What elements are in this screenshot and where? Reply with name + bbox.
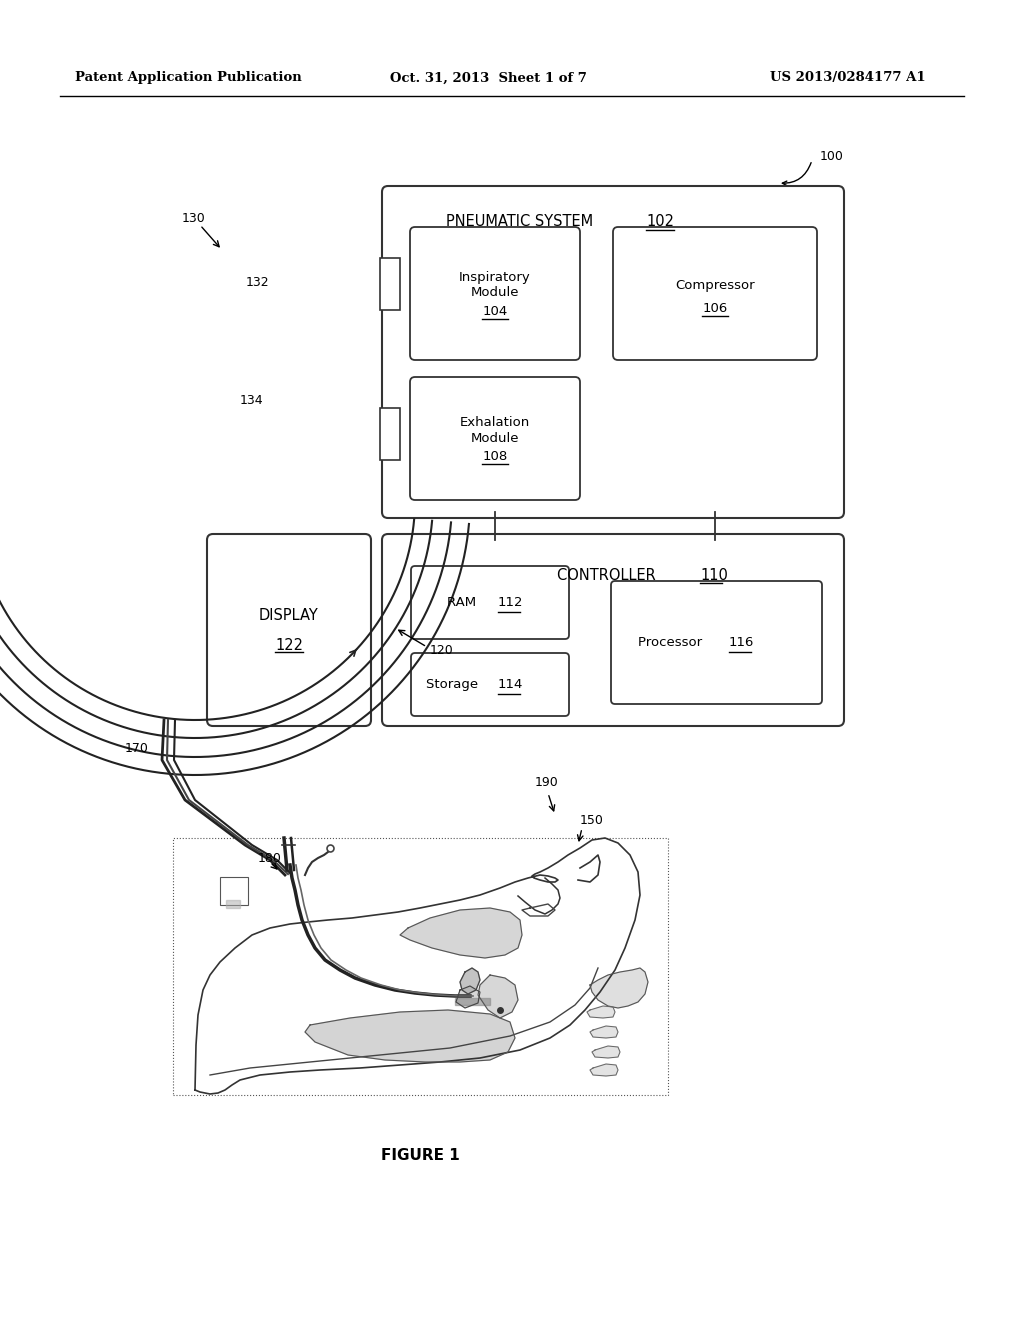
Text: 106: 106 — [702, 302, 728, 315]
Text: Storage: Storage — [426, 678, 482, 690]
Text: 100: 100 — [820, 150, 844, 164]
Bar — [380, 408, 400, 459]
Polygon shape — [305, 1010, 515, 1063]
Text: 104: 104 — [482, 305, 508, 318]
Text: Processor: Processor — [638, 636, 707, 649]
Text: 102: 102 — [646, 214, 674, 230]
Polygon shape — [478, 975, 518, 1018]
Text: 116: 116 — [728, 636, 754, 649]
Text: 180: 180 — [258, 851, 282, 865]
Bar — [220, 876, 248, 906]
Text: Compressor: Compressor — [675, 279, 755, 292]
Text: 150: 150 — [580, 813, 604, 826]
Polygon shape — [590, 968, 648, 1008]
Polygon shape — [456, 986, 480, 1008]
Bar — [380, 257, 400, 310]
FancyBboxPatch shape — [207, 535, 371, 726]
Text: 132: 132 — [246, 276, 269, 289]
Polygon shape — [400, 908, 522, 958]
Polygon shape — [455, 998, 490, 1005]
Text: Inspiratory
Module: Inspiratory Module — [459, 272, 530, 300]
Polygon shape — [460, 968, 480, 994]
FancyBboxPatch shape — [382, 535, 844, 726]
FancyBboxPatch shape — [411, 653, 569, 715]
FancyBboxPatch shape — [611, 581, 822, 704]
FancyBboxPatch shape — [410, 227, 580, 360]
Polygon shape — [590, 1064, 618, 1076]
Text: 170: 170 — [125, 742, 148, 755]
Text: PNEUMATIC SYSTEM: PNEUMATIC SYSTEM — [446, 214, 598, 230]
Polygon shape — [226, 900, 240, 908]
Text: 130: 130 — [182, 211, 206, 224]
FancyBboxPatch shape — [410, 378, 580, 500]
FancyBboxPatch shape — [382, 186, 844, 517]
FancyArrowPatch shape — [782, 162, 811, 186]
Text: 110: 110 — [700, 568, 728, 582]
Polygon shape — [592, 1045, 620, 1059]
Text: Exhalation
Module: Exhalation Module — [460, 417, 530, 445]
Text: 134: 134 — [240, 393, 263, 407]
Polygon shape — [587, 1006, 615, 1018]
Text: 114: 114 — [498, 678, 523, 690]
Polygon shape — [590, 1026, 618, 1038]
Text: DISPLAY: DISPLAY — [259, 607, 318, 623]
FancyBboxPatch shape — [411, 566, 569, 639]
Text: 112: 112 — [498, 597, 523, 609]
Text: Patent Application Publication: Patent Application Publication — [75, 71, 302, 84]
Text: 120: 120 — [430, 644, 454, 656]
Text: RAM: RAM — [446, 597, 480, 609]
FancyBboxPatch shape — [613, 227, 817, 360]
Text: 122: 122 — [275, 638, 303, 652]
Text: US 2013/0284177 A1: US 2013/0284177 A1 — [770, 71, 926, 84]
Text: 108: 108 — [482, 450, 508, 463]
Bar — [173, 838, 668, 1096]
Text: Oct. 31, 2013  Sheet 1 of 7: Oct. 31, 2013 Sheet 1 of 7 — [390, 71, 587, 84]
Text: 190: 190 — [535, 776, 559, 788]
Text: CONTROLLER: CONTROLLER — [557, 568, 660, 582]
Text: FIGURE 1: FIGURE 1 — [381, 1147, 460, 1163]
